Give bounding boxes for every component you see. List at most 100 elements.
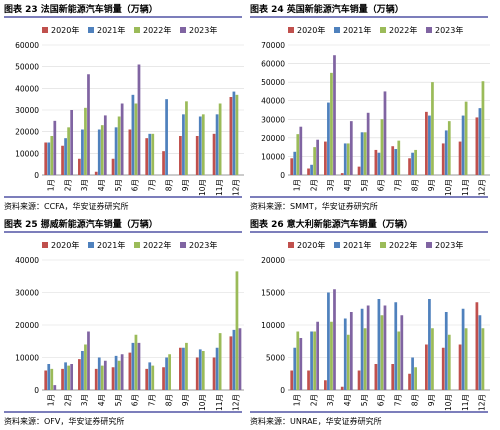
bar bbox=[137, 342, 141, 390]
x-tick-label: 2月 bbox=[309, 394, 318, 406]
x-tick-label: 7月 bbox=[393, 394, 402, 406]
bar bbox=[235, 94, 239, 175]
bar bbox=[50, 136, 54, 175]
bar bbox=[464, 328, 468, 390]
bar bbox=[397, 140, 401, 175]
bar bbox=[458, 141, 462, 175]
bar bbox=[137, 64, 141, 175]
chart-panel-4: 图表 26 意大利新能源汽车销量（万辆） 2020年 2021年 2022年 2023年… bbox=[250, 218, 490, 426]
bar bbox=[87, 331, 90, 390]
bar bbox=[296, 134, 300, 175]
x-tick-label: 11月 bbox=[215, 394, 224, 411]
bar bbox=[478, 315, 482, 390]
bar bbox=[290, 158, 294, 175]
bar bbox=[366, 112, 370, 175]
bar bbox=[97, 129, 101, 175]
bar bbox=[377, 152, 381, 175]
bar bbox=[148, 133, 152, 175]
y-tick-label: 10000 bbox=[261, 321, 285, 330]
bar bbox=[145, 138, 149, 175]
bar bbox=[290, 370, 294, 390]
bar bbox=[128, 129, 132, 175]
bar bbox=[114, 127, 118, 175]
legend-label: 2022年 bbox=[389, 240, 417, 250]
bar bbox=[414, 367, 417, 390]
bar bbox=[64, 138, 67, 175]
bar bbox=[100, 365, 104, 390]
bar bbox=[212, 133, 216, 175]
bar bbox=[391, 364, 395, 390]
y-tick-label: 40000 bbox=[15, 256, 39, 265]
x-tick-label: 6月 bbox=[131, 179, 140, 191]
bar bbox=[441, 143, 445, 175]
bar bbox=[162, 151, 165, 175]
bar bbox=[428, 115, 431, 175]
bar bbox=[78, 359, 81, 390]
bar bbox=[296, 331, 300, 390]
bar bbox=[383, 91, 387, 175]
x-tick-label: 1月 bbox=[46, 179, 55, 191]
x-tick-label: 4月 bbox=[97, 179, 106, 191]
x-tick-label: 3月 bbox=[326, 394, 335, 406]
y-tick-label: 10000 bbox=[15, 354, 39, 363]
bar bbox=[366, 305, 370, 390]
legend-label: 2021年 bbox=[343, 240, 371, 250]
x-tick-label: 5月 bbox=[114, 394, 123, 406]
bar bbox=[330, 72, 333, 175]
bar bbox=[70, 364, 74, 390]
bar bbox=[414, 149, 417, 175]
bar bbox=[238, 328, 242, 390]
bar bbox=[408, 373, 411, 390]
bar bbox=[120, 103, 124, 175]
bar bbox=[478, 108, 482, 175]
bar bbox=[383, 305, 387, 390]
legend-label: 2021年 bbox=[343, 25, 371, 35]
legend-swatch bbox=[134, 27, 140, 33]
bar bbox=[299, 338, 303, 390]
bar bbox=[444, 130, 448, 175]
legend-label: 2020年 bbox=[51, 240, 79, 250]
x-tick-label: 7月 bbox=[147, 179, 156, 191]
legend-label: 2020年 bbox=[297, 25, 325, 35]
bar bbox=[232, 91, 236, 175]
bar bbox=[84, 344, 87, 390]
y-tick-label: 20000 bbox=[261, 256, 285, 265]
x-tick-label: 7月 bbox=[147, 394, 156, 406]
bar bbox=[61, 368, 64, 390]
bar bbox=[327, 102, 330, 175]
bar bbox=[391, 146, 395, 175]
bar bbox=[411, 152, 414, 175]
bar bbox=[218, 103, 222, 175]
y-tick-label: 30000 bbox=[261, 115, 285, 124]
bar bbox=[475, 117, 479, 175]
legend-label: 2020年 bbox=[51, 25, 79, 35]
bar bbox=[151, 365, 155, 390]
x-tick-label: 3月 bbox=[326, 179, 335, 191]
bar bbox=[117, 360, 121, 390]
bar bbox=[293, 151, 297, 175]
x-tick-label: 10月 bbox=[444, 179, 453, 196]
bar bbox=[179, 347, 182, 390]
x-tick-label: 2月 bbox=[63, 394, 72, 406]
bar bbox=[134, 334, 138, 390]
bar bbox=[324, 380, 327, 390]
bar bbox=[310, 164, 313, 175]
bar bbox=[313, 331, 316, 390]
x-tick-label: 4月 bbox=[343, 179, 352, 191]
x-tick-label: 10月 bbox=[198, 179, 207, 196]
bar bbox=[447, 121, 451, 175]
y-tick-label: 40000 bbox=[261, 97, 285, 106]
y-tick-label: 0 bbox=[280, 171, 285, 180]
x-tick-label: 11月 bbox=[461, 179, 470, 196]
bar bbox=[165, 99, 168, 175]
x-tick-label: 9月 bbox=[427, 179, 436, 191]
bar bbox=[330, 321, 333, 390]
bar bbox=[67, 127, 70, 175]
y-tick-label: 30000 bbox=[15, 289, 39, 298]
y-tick-label: 0 bbox=[34, 171, 39, 180]
bar bbox=[53, 120, 57, 175]
bar bbox=[394, 149, 398, 175]
bar bbox=[377, 299, 381, 390]
x-tick-label: 12月 bbox=[478, 394, 487, 411]
source-note: 资料来源：OFV，华安证券研究所 bbox=[4, 416, 124, 426]
